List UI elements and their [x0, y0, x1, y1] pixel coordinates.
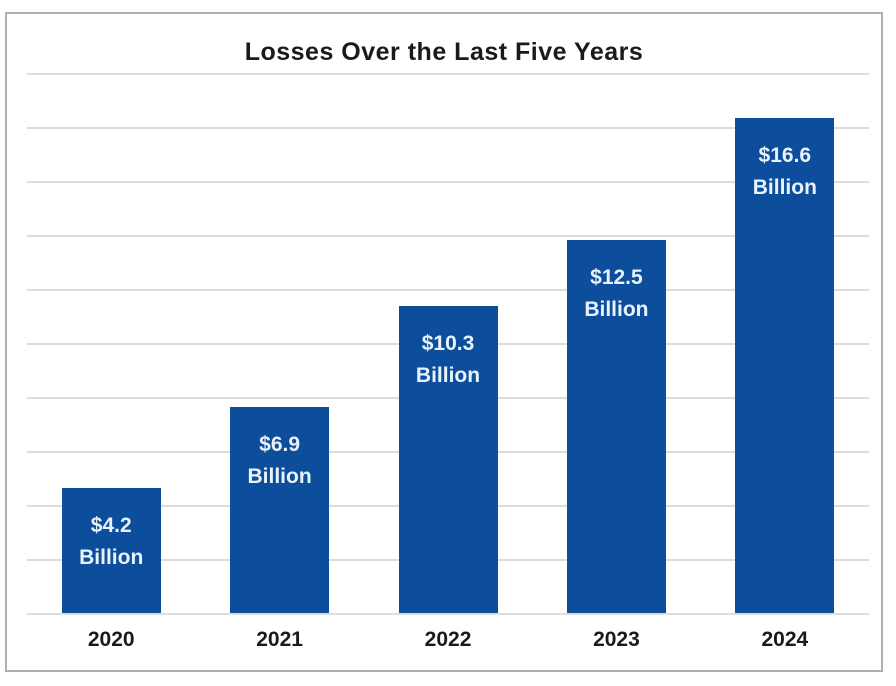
- bar-value-label: Billion: [752, 175, 817, 199]
- bar-value-label: Billion: [79, 545, 144, 569]
- x-axis-label-2024: 2024: [761, 628, 809, 651]
- bar-column-2023: $12.5 Billion: [532, 73, 700, 613]
- bar-value-label: $12.5: [590, 266, 643, 290]
- gridline: [27, 127, 869, 129]
- bar-value-label: Billion: [247, 465, 312, 489]
- bar-column-2022: $10.3 Billion: [364, 73, 532, 613]
- bar-2022: $10.3 Billion: [398, 305, 498, 613]
- bar-value-label: $6.9: [259, 433, 301, 457]
- x-axis-baseline: [27, 613, 869, 615]
- x-axis-label-2020: 2020: [87, 628, 135, 651]
- bar-2024: $16.6 Billion: [735, 117, 835, 613]
- chart-frame: Losses Over the Last Five Years $4.2 Bill…: [5, 12, 883, 672]
- bar-value-label: $16.6: [758, 143, 812, 167]
- bar-column-2020: $4.2 Billion: [27, 73, 195, 613]
- x-axis-label-2022: 2022: [424, 628, 472, 651]
- bar-2023: $12.5 Billion: [566, 240, 666, 613]
- bar-column-2021: $6.9 Billion: [195, 73, 363, 613]
- bars-row: $4.2 Billion $6.9 Billion $10.3 Billion $12.5 B…: [27, 73, 869, 613]
- bar-2020: $4.2 Billion: [61, 487, 161, 613]
- chart-title: Losses Over the Last Five Years: [244, 38, 644, 66]
- x-axis-label-2021: 2021: [256, 628, 303, 651]
- bar-column-2024: $16.6 Billion: [701, 73, 869, 613]
- gridline: [27, 289, 869, 291]
- bar-value-label: $4.2: [90, 513, 132, 537]
- bar-2021: $6.9 Billion: [230, 407, 330, 613]
- x-axis: 2020 2021 2022 2023 2024: [27, 628, 869, 652]
- bar-value-label: Billion: [415, 363, 481, 387]
- gridline: [27, 73, 869, 75]
- bar-value-label: Billion: [584, 298, 649, 322]
- plot-area: $4.2 Billion $6.9 Billion $10.3 Billion $12.5 B…: [27, 73, 869, 615]
- gridline: [27, 181, 869, 183]
- gridline: [27, 235, 869, 237]
- bar-value-label: $10.3: [421, 331, 475, 355]
- x-axis-label-2023: 2023: [593, 628, 640, 651]
